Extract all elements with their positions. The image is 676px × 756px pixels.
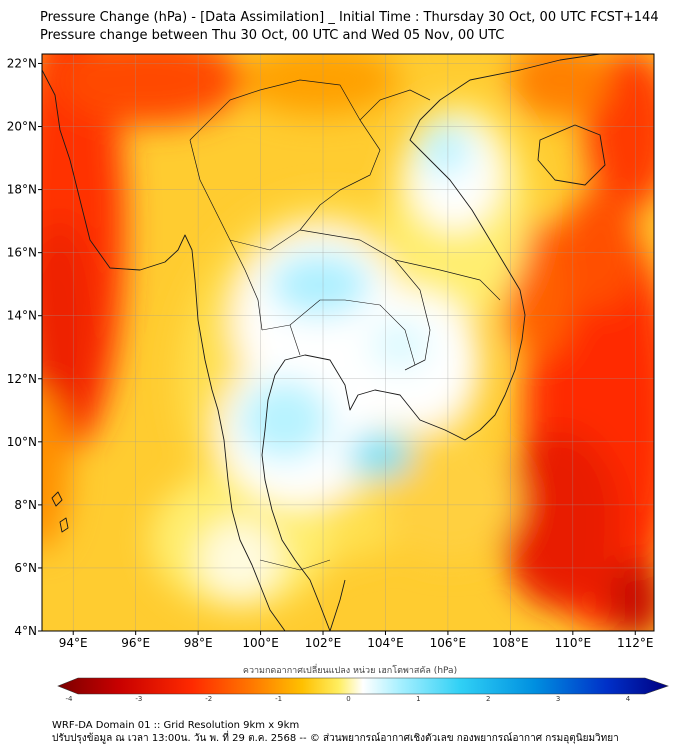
lon-tick-label: 104°E [367, 636, 404, 650]
colorbar-strip [57, 677, 669, 695]
colorbar-tick-label: -4 [66, 695, 74, 703]
colorbar-tick-label: 2 [486, 695, 490, 703]
map-frame [41, 53, 655, 632]
lat-tick-label: 4°N [14, 624, 37, 638]
lon-tick-label: 100°E [242, 636, 279, 650]
lat-tick-label: 12°N [7, 372, 37, 386]
chart-title: Pressure Change (hPa) - [Data Assimilati… [40, 10, 659, 25]
colorbar-tick-label: -2 [205, 695, 212, 703]
colorbar-tick-label: 3 [556, 695, 560, 703]
colorbar-tick-label: -3 [135, 695, 142, 703]
longitude-labels: 94°E 96°E 98°E 100°E 102°E 104°E 106°E 108°E 110… [59, 631, 654, 650]
colorbar: ความกดอากาศเปลี่ยนแปลง หน่วย เฮกโตพาสคัล… [57, 663, 669, 703]
lon-tick-label: 108°E [492, 636, 529, 650]
lat-tick-label: 20°N [7, 120, 37, 134]
lon-tick-label: 94°E [59, 636, 88, 650]
lon-tick-label: 106°E [430, 636, 467, 650]
colorbar-ticks: -4 -3 -2 -1 0 1 2 3 4 [66, 695, 631, 703]
footer-model-info: WRF-DA Domain 01 :: Grid Resolution 9km … [52, 720, 300, 731]
coastlines-and-borders [42, 54, 606, 631]
colorbar-tick-label: 0 [346, 695, 350, 703]
lon-tick-label: 98°E [184, 636, 213, 650]
lat-tick-label: 18°N [7, 183, 37, 197]
lat-tick-label: 6°N [14, 561, 37, 575]
lon-tick-label: 110°E [555, 636, 592, 650]
lat-tick-label: 10°N [7, 435, 37, 449]
latitude-labels: 22°N 20°N 18°N 16°N 14°N 12°N 10°N 8°N 6°N 4°N [7, 56, 42, 638]
footer-credit: ปรับปรุงข้อมูล ณ เวลา 13:00น. วัน พ. ที่… [52, 733, 619, 744]
lon-tick-label: 102°E [305, 636, 342, 650]
lat-tick-label: 16°N [7, 246, 37, 260]
lon-tick-label: 96°E [121, 636, 150, 650]
lat-tick-label: 8°N [14, 498, 37, 512]
chart-subtitle: Pressure change between Thu 30 Oct, 00 U… [40, 28, 505, 43]
colorbar-tick-label: 1 [416, 695, 420, 703]
lat-tick-label: 14°N [7, 309, 37, 323]
colorbar-tick-label: -1 [275, 695, 282, 703]
lat-tick-label: 22°N [7, 56, 37, 70]
lon-tick-label: 112°E [617, 636, 654, 650]
colorbar-tick-label: 4 [626, 695, 631, 703]
pressure-field [42, 54, 654, 631]
colorbar-label: ความกดอากาศเปลี่ยนแปลง หน่วย เฮกโตพาสคัล… [243, 663, 457, 676]
